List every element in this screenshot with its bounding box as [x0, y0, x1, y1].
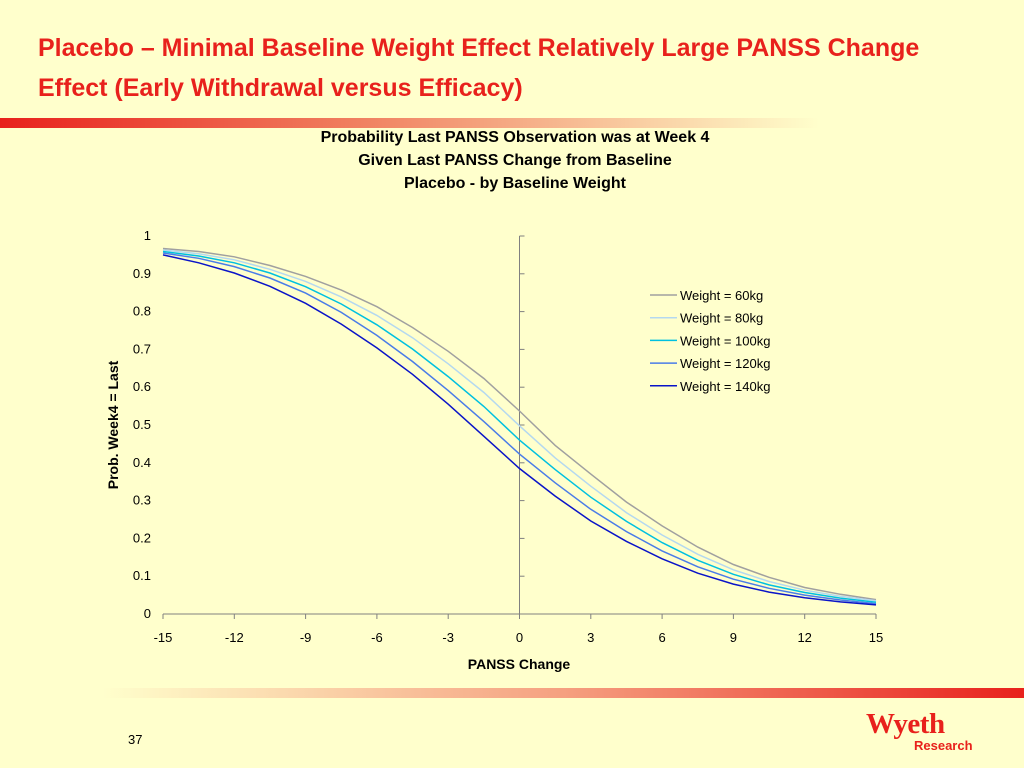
chart-title-line-1: Probability Last PANSS Observation was a… [320, 129, 710, 146]
logo-sub-text: Research [914, 738, 973, 753]
x-tick-label: 6 [658, 630, 665, 645]
y-tick-label: 0.1 [133, 568, 151, 583]
x-tick-label: 9 [730, 630, 737, 645]
series-line-3 [162, 250, 877, 604]
legend-label: Weight = 60kg [680, 288, 763, 303]
series-line-5 [162, 254, 877, 606]
x-tick-label: -9 [300, 630, 312, 645]
series-line-1 [162, 247, 877, 601]
series-line-4 [162, 252, 877, 605]
legend-label: Weight = 100kg [680, 333, 770, 348]
chart-title-line-3: Placebo - by Baseline Weight [404, 175, 626, 192]
logo-brand-text: Wyeth [866, 708, 945, 740]
x-tick-label: -6 [371, 630, 383, 645]
x-tick-label: 0 [516, 630, 523, 645]
y-tick-label: 0.3 [133, 493, 151, 508]
bottom-divider [0, 688, 1024, 698]
x-tick-label: 15 [869, 630, 883, 645]
x-tick-label: 12 [797, 630, 811, 645]
page-number: 37 [128, 732, 143, 747]
y-tick-label: 1 [144, 228, 151, 243]
chart-title: Probability Last PANSS Observation was a… [230, 126, 800, 195]
y-tick-label: 0.6 [133, 379, 151, 394]
x-tick-label: -3 [442, 630, 454, 645]
y-tick-label: 0 [144, 606, 151, 621]
wyeth-logo: Wyeth Research [866, 708, 986, 756]
slide-title: Placebo – Minimal Baseline Weight Effect… [38, 34, 920, 102]
legend-label: Weight = 140kg [680, 379, 770, 394]
y-tick-label: 0.8 [133, 304, 151, 319]
x-axis-title: PANSS Change [468, 656, 571, 672]
legend-label: Weight = 80kg [680, 311, 763, 326]
y-tick-label: 0.9 [133, 266, 151, 281]
y-tick-label: 0.7 [133, 341, 151, 356]
legend-label: Weight = 120kg [680, 356, 770, 371]
y-tick-label: 0.4 [133, 455, 151, 470]
x-tick-label: -15 [154, 630, 173, 645]
chart-title-line-2: Given Last PANSS Change from Baseline [358, 152, 672, 169]
y-axis-title: Prob. Week4 = Last [105, 360, 121, 489]
series-line-2 [162, 249, 877, 602]
top-divider [0, 118, 1024, 128]
x-tick-label: -12 [225, 630, 244, 645]
y-tick-label: 0.5 [133, 417, 151, 432]
x-tick-label: 3 [587, 630, 594, 645]
y-tick-label: 0.2 [133, 530, 151, 545]
